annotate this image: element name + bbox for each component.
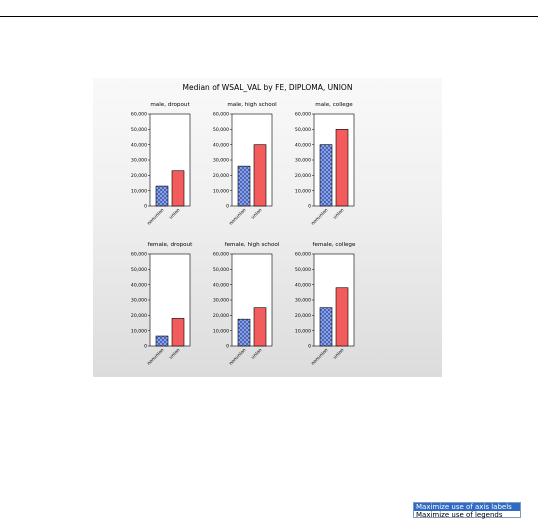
subplot-title: female, college: [313, 242, 356, 248]
x-tick-label: nonunion: [146, 347, 165, 366]
x-tick-label: union: [332, 207, 345, 220]
y-tick-label: 40,000: [131, 142, 147, 148]
y-tick-label: 0: [226, 344, 229, 350]
bar-union: [171, 170, 185, 207]
subplot-title: male, high school: [227, 102, 277, 108]
y-tick-label: 10,000: [131, 328, 147, 334]
chart-panel: Median of WSAL_VAL by FE, DIPLOMA, UNION…: [93, 78, 442, 377]
y-tick-label: 20,000: [131, 173, 147, 179]
subplot-title: male, dropout: [150, 102, 190, 108]
y-tick-label: 0: [144, 204, 147, 210]
y-tick-label: 20,000: [213, 313, 229, 319]
bar-union: [253, 144, 267, 207]
y-tick-label: 20,000: [295, 173, 311, 179]
y-tick-label: 50,000: [213, 127, 229, 133]
bar-nonunion: [155, 335, 169, 347]
y-tick-label: 40,000: [295, 282, 311, 288]
y-tick-label: 0: [226, 204, 229, 210]
x-tick-label: nonunion: [228, 347, 247, 366]
y-tick-label: 60,000: [213, 112, 229, 118]
y-tick-label: 60,000: [295, 252, 311, 258]
y-tick-label: 50,000: [131, 127, 147, 133]
x-tick-label: nonunion: [310, 207, 329, 226]
subplot-title: female, dropout: [148, 242, 194, 248]
y-tick-label: 60,000: [213, 252, 229, 258]
y-tick-label: 10,000: [295, 328, 311, 334]
y-tick-label: 20,000: [295, 313, 311, 319]
x-tick-label: union: [168, 347, 181, 360]
legend-mode-listbox[interactable]: Maximize use of axis labels Maximize use…: [413, 502, 521, 519]
chart-title: Median of WSAL_VAL by FE, DIPLOMA, UNION: [182, 83, 353, 92]
y-tick-label: 50,000: [213, 267, 229, 273]
y-tick-label: 0: [308, 204, 311, 210]
y-tick-label: 0: [144, 344, 147, 350]
y-tick-label: 50,000: [295, 127, 311, 133]
y-tick-label: 50,000: [295, 267, 311, 273]
option-maximize-legends[interactable]: Maximize use of legends: [416, 511, 503, 519]
option-maximize-axis-labels[interactable]: Maximize use of axis labels: [414, 503, 520, 511]
subplot-title: female, high school: [225, 242, 280, 248]
y-tick-label: 20,000: [213, 173, 229, 179]
y-tick-label: 50,000: [131, 267, 147, 273]
x-tick-label: nonunion: [310, 347, 329, 366]
y-tick-label: 30,000: [131, 298, 147, 304]
bar-union: [171, 318, 185, 347]
bar-nonunion: [319, 307, 333, 347]
y-tick-label: 40,000: [295, 142, 311, 148]
y-tick-label: 10,000: [213, 328, 229, 334]
y-tick-label: 20,000: [131, 313, 147, 319]
y-tick-label: 10,000: [131, 188, 147, 194]
top-rule: [0, 16, 538, 17]
y-tick-label: 60,000: [131, 112, 147, 118]
bar-nonunion: [155, 185, 169, 207]
y-tick-label: 30,000: [213, 298, 229, 304]
y-tick-label: 10,000: [213, 188, 229, 194]
y-tick-label: 40,000: [131, 282, 147, 288]
y-tick-label: 30,000: [295, 298, 311, 304]
y-tick-label: 10,000: [295, 188, 311, 194]
bar-nonunion: [237, 318, 251, 347]
y-tick-label: 30,000: [131, 158, 147, 164]
y-tick-label: 60,000: [295, 112, 311, 118]
chart-grid: male, dropout 0 10,000 20,000 30,000 40,000 50…: [131, 102, 356, 367]
subplot-title: male, college: [315, 102, 353, 108]
x-tick-label: union: [332, 347, 345, 360]
x-tick-label: nonunion: [146, 207, 165, 226]
y-tick-label: 40,000: [213, 282, 229, 288]
bar-union: [335, 287, 349, 347]
y-tick-label: 40,000: [213, 142, 229, 148]
bar-nonunion: [237, 165, 251, 207]
x-tick-label: union: [168, 207, 181, 220]
x-tick-label: union: [250, 347, 263, 360]
bar-union: [253, 307, 267, 347]
y-tick-label: 60,000: [131, 252, 147, 258]
x-tick-label: nonunion: [228, 207, 247, 226]
bar-nonunion: [319, 144, 333, 207]
y-tick-label: 30,000: [295, 158, 311, 164]
y-tick-label: 0: [308, 344, 311, 350]
bar-union: [335, 129, 349, 207]
x-tick-label: union: [250, 207, 263, 220]
y-tick-label: 30,000: [213, 158, 229, 164]
